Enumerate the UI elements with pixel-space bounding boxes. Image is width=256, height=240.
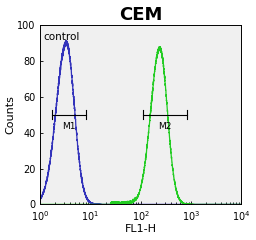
X-axis label: FL1-H: FL1-H [125,224,157,234]
Text: control: control [43,32,80,42]
Y-axis label: Counts: Counts [6,95,16,134]
Text: M2: M2 [158,122,172,131]
Title: CEM: CEM [119,6,162,24]
Text: M1: M1 [62,122,76,131]
